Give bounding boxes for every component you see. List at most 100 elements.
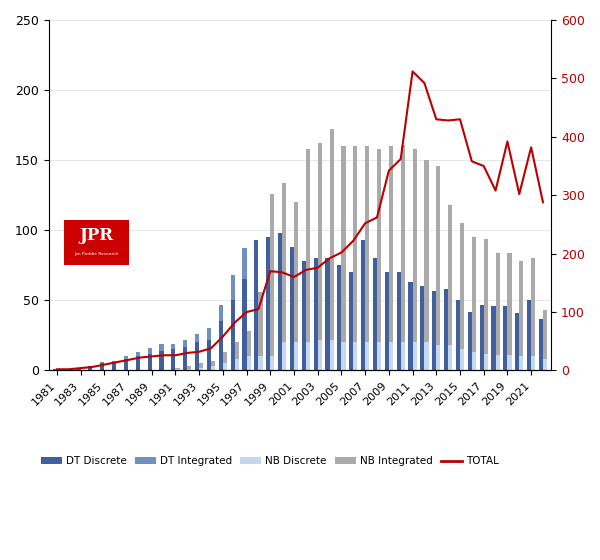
Bar <box>183 339 187 347</box>
Bar <box>314 258 318 371</box>
Bar <box>472 352 476 371</box>
Bar <box>349 272 353 371</box>
Bar <box>175 369 179 371</box>
Bar <box>531 258 535 356</box>
Legend: DT Discrete, DT Integrated, NB Discrete, NB Integrated, TOTAL: DT Discrete, DT Integrated, NB Discrete,… <box>37 452 503 470</box>
Bar <box>436 345 440 371</box>
Bar <box>329 339 334 371</box>
Bar <box>207 339 211 371</box>
Bar <box>329 129 334 339</box>
Bar <box>223 363 227 371</box>
Bar <box>183 347 187 371</box>
Bar <box>259 356 263 371</box>
Bar <box>270 194 274 356</box>
Bar <box>519 356 523 371</box>
Bar <box>413 342 417 371</box>
Bar <box>242 279 247 371</box>
Bar <box>377 342 381 371</box>
Bar <box>472 237 476 352</box>
Bar <box>148 353 152 371</box>
Bar <box>219 321 223 371</box>
Bar <box>484 239 488 353</box>
Bar <box>148 348 152 353</box>
Bar <box>211 366 215 371</box>
Bar <box>175 368 179 369</box>
Bar <box>353 342 358 371</box>
Bar <box>172 349 175 371</box>
Bar <box>479 305 484 371</box>
Bar <box>361 240 365 371</box>
Bar <box>53 369 57 371</box>
Bar <box>503 306 508 371</box>
Bar <box>235 359 239 371</box>
Bar <box>491 306 496 371</box>
Bar <box>223 352 227 363</box>
Bar <box>448 205 452 345</box>
Bar <box>531 356 535 371</box>
Bar <box>539 319 543 371</box>
Bar <box>290 247 294 371</box>
Bar <box>456 300 460 371</box>
Bar <box>270 356 274 371</box>
Bar <box>65 369 69 371</box>
Bar <box>341 146 346 342</box>
Bar <box>247 356 251 371</box>
Bar <box>294 342 298 371</box>
Bar <box>172 344 175 349</box>
Bar <box>424 160 428 342</box>
Bar <box>318 339 322 371</box>
Bar <box>424 342 428 371</box>
Bar <box>543 359 547 371</box>
Bar <box>432 291 436 371</box>
Bar <box>306 342 310 371</box>
Bar <box>460 223 464 349</box>
Bar <box>385 272 389 371</box>
Bar <box>365 146 369 342</box>
Bar <box>401 144 405 342</box>
Bar <box>436 166 440 345</box>
Bar <box>467 311 472 371</box>
Bar <box>373 258 377 371</box>
Bar <box>444 289 448 371</box>
Bar <box>365 342 369 371</box>
Bar <box>448 345 452 371</box>
Bar <box>266 237 270 371</box>
Bar <box>377 149 381 342</box>
Bar <box>235 342 239 359</box>
Bar <box>353 146 358 342</box>
Bar <box>247 331 251 356</box>
Bar <box>325 258 329 371</box>
Bar <box>112 362 116 371</box>
Bar <box>282 183 286 342</box>
Bar <box>242 249 247 279</box>
Bar <box>496 253 500 355</box>
Bar <box>519 261 523 356</box>
Bar <box>187 366 191 369</box>
Bar <box>460 349 464 371</box>
Bar <box>337 265 341 371</box>
Bar <box>207 328 211 339</box>
Bar <box>187 369 191 371</box>
Bar <box>484 353 488 371</box>
Bar <box>508 253 512 355</box>
Bar <box>136 356 140 371</box>
Bar <box>76 368 80 371</box>
Bar <box>124 359 128 371</box>
Bar <box>199 363 203 368</box>
Bar <box>254 240 259 371</box>
Bar <box>543 310 547 359</box>
Bar <box>496 355 500 371</box>
Bar <box>302 261 306 371</box>
Bar <box>515 313 519 371</box>
Bar <box>160 351 164 371</box>
Bar <box>397 272 401 371</box>
Bar <box>124 356 128 359</box>
Bar <box>211 361 215 366</box>
Bar <box>219 305 223 321</box>
Bar <box>420 286 424 371</box>
Bar <box>230 275 235 300</box>
Bar <box>401 342 405 371</box>
Bar <box>409 282 413 371</box>
Bar <box>318 143 322 339</box>
Bar <box>259 292 263 356</box>
